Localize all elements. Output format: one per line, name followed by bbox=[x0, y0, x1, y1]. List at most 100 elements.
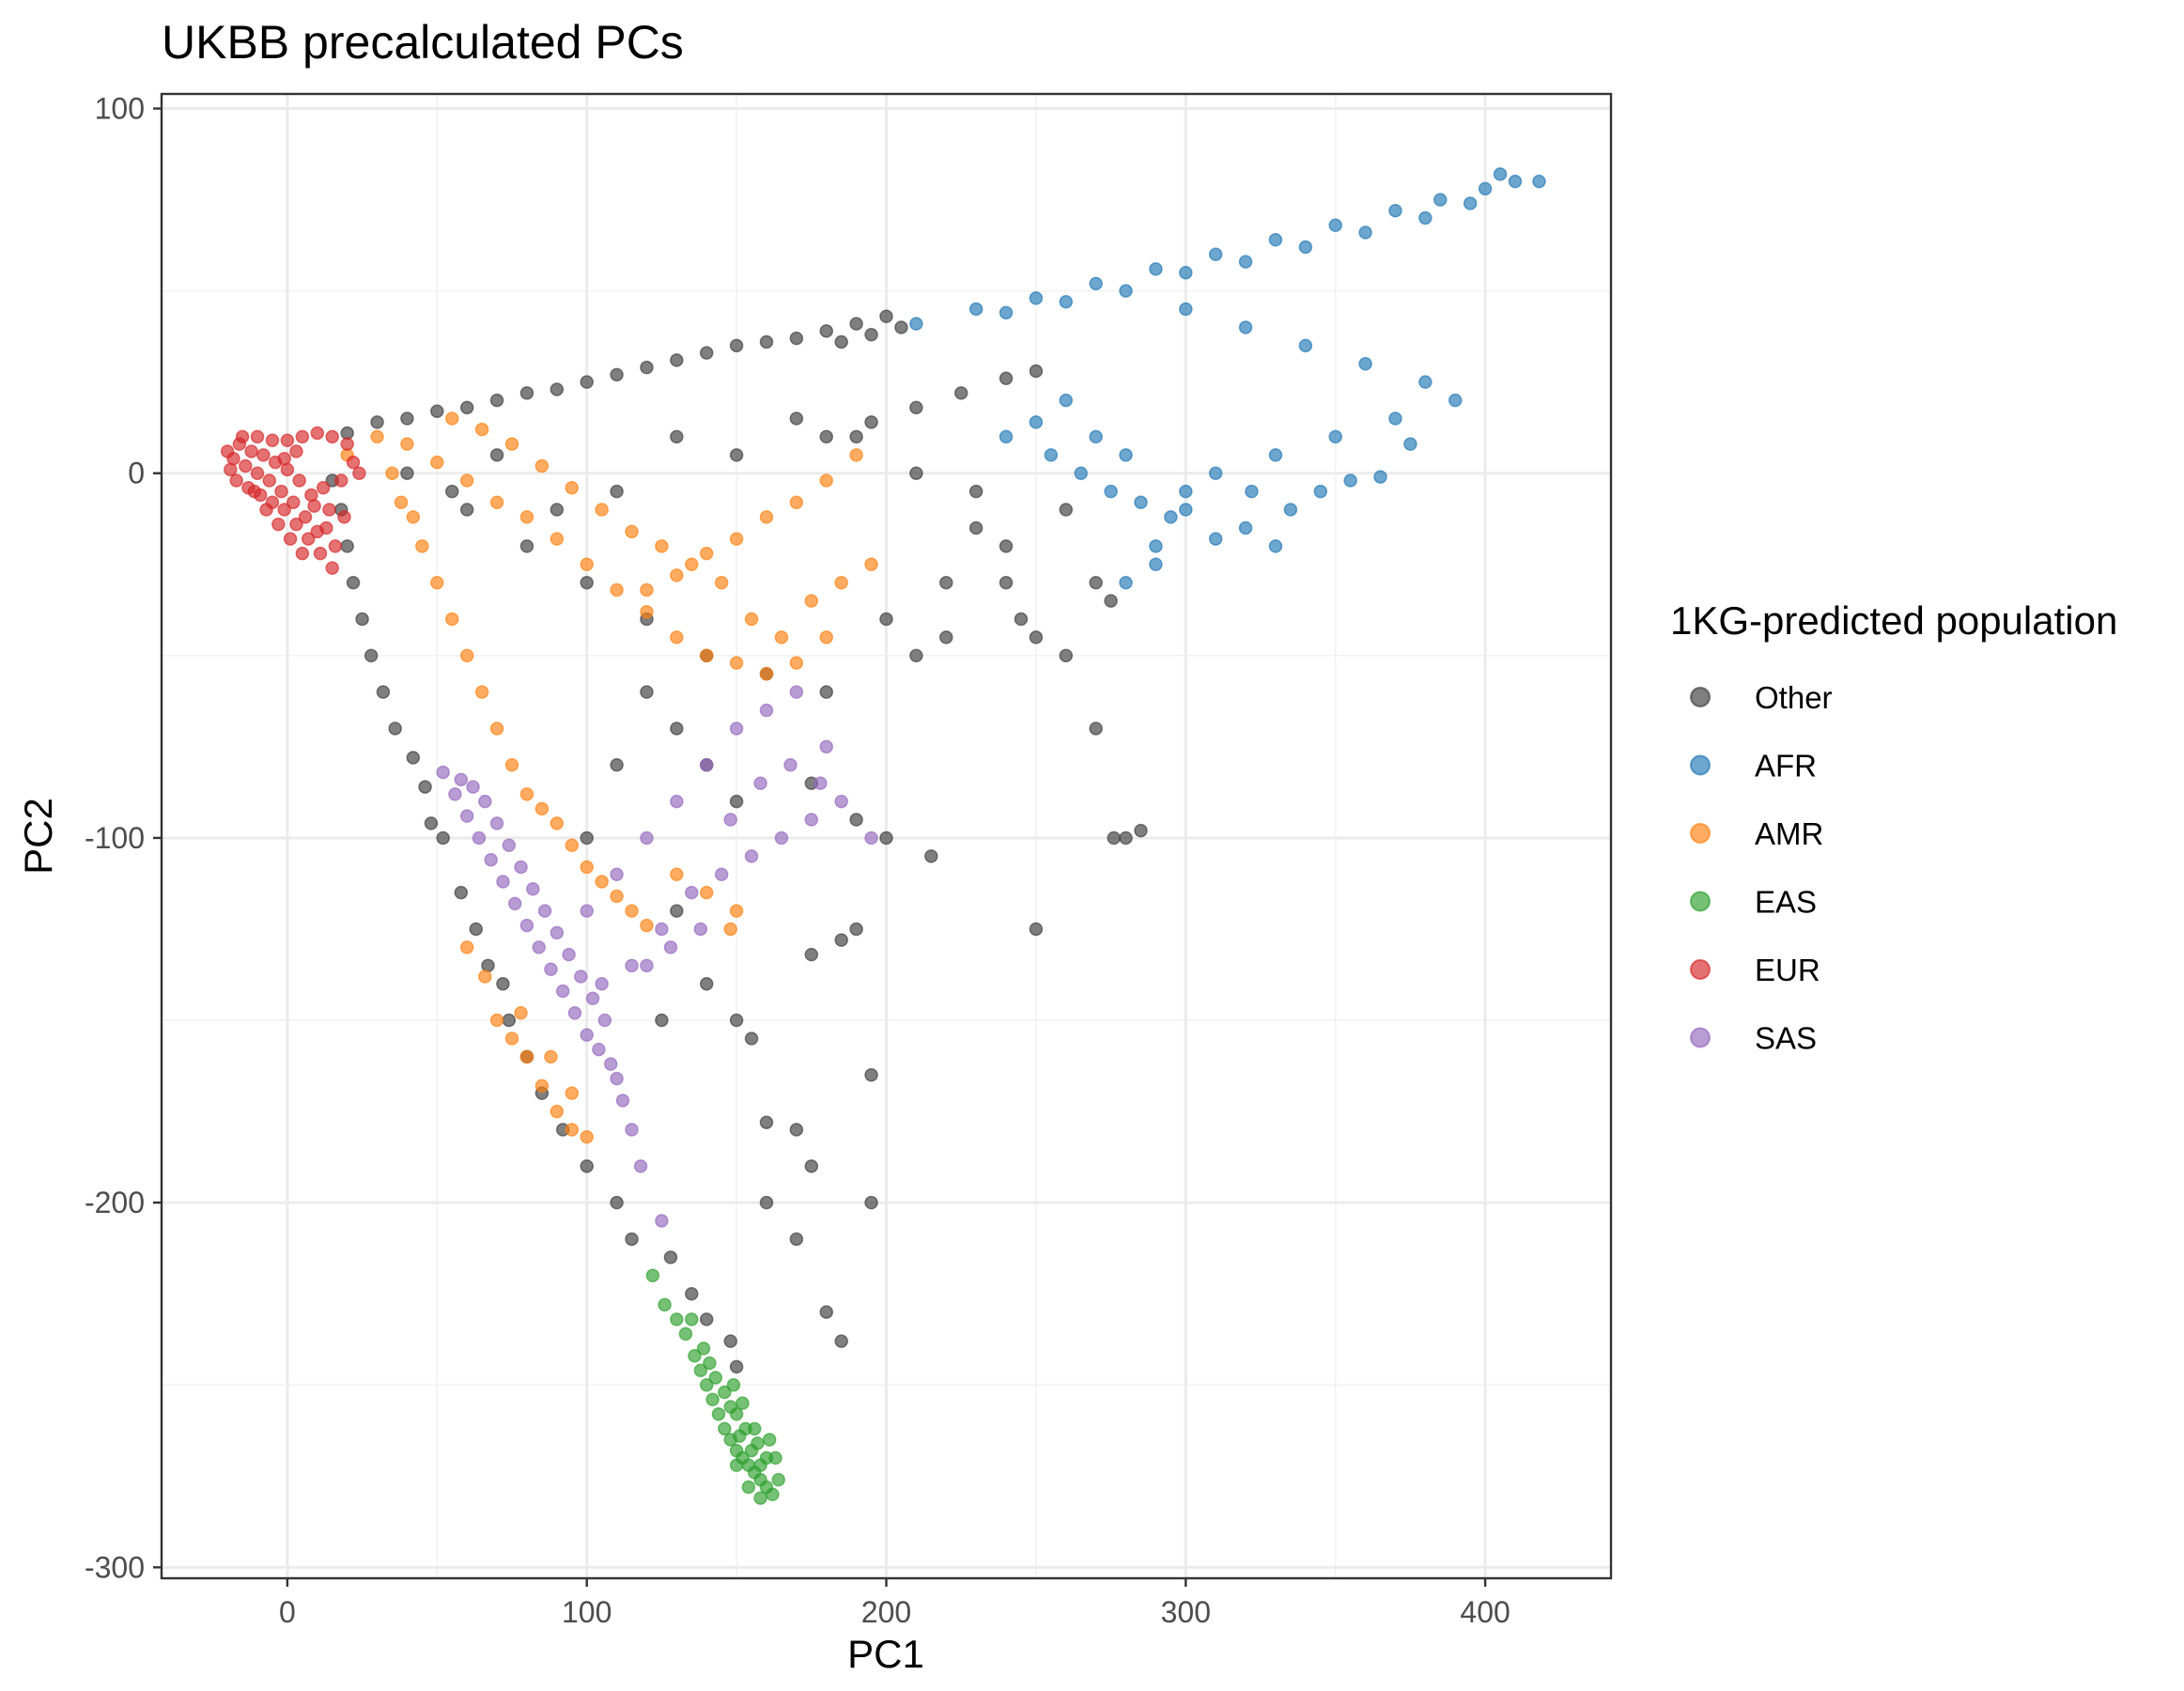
point-amr bbox=[565, 481, 580, 495]
point-other bbox=[550, 382, 565, 396]
point-eur bbox=[340, 437, 354, 451]
point-eur bbox=[298, 510, 313, 524]
point-sas bbox=[484, 852, 498, 867]
point-afr bbox=[1149, 557, 1163, 572]
point-eur bbox=[334, 473, 349, 488]
point-amr bbox=[580, 1130, 594, 1144]
point-afr bbox=[1403, 437, 1417, 451]
point-afr bbox=[999, 429, 1014, 444]
point-sas bbox=[864, 830, 878, 846]
point-eas bbox=[723, 1400, 737, 1414]
point-afr bbox=[1149, 539, 1163, 553]
point-other bbox=[999, 371, 1014, 386]
point-eur bbox=[328, 539, 343, 553]
point-other bbox=[864, 415, 878, 429]
point-afr bbox=[1029, 291, 1044, 305]
point-other bbox=[625, 1232, 639, 1247]
x-axis-title: PC1 bbox=[847, 1632, 924, 1676]
point-other bbox=[759, 334, 774, 349]
point-other bbox=[849, 429, 863, 444]
point-eur bbox=[295, 546, 310, 561]
point-sas bbox=[819, 739, 833, 754]
point-sas bbox=[640, 830, 654, 846]
point-sas bbox=[655, 922, 669, 937]
point-eur bbox=[287, 495, 301, 510]
point-sas bbox=[507, 896, 522, 911]
point-afr bbox=[1238, 520, 1253, 535]
point-other bbox=[999, 575, 1014, 590]
point-eur bbox=[316, 481, 331, 495]
point-afr bbox=[1268, 233, 1283, 247]
legend-label: AMR bbox=[1755, 816, 1823, 851]
series-eur bbox=[220, 426, 366, 575]
point-other bbox=[1029, 364, 1044, 379]
series-other bbox=[325, 309, 1148, 1374]
point-other bbox=[953, 386, 968, 400]
point-other bbox=[670, 904, 684, 918]
point-sas bbox=[537, 904, 552, 918]
point-eur bbox=[292, 473, 306, 488]
point-eur bbox=[301, 532, 316, 546]
point-other bbox=[1089, 575, 1103, 590]
point-amr bbox=[430, 455, 444, 470]
point-eas bbox=[762, 1433, 777, 1447]
point-afr bbox=[1179, 503, 1193, 517]
point-afr bbox=[968, 302, 984, 317]
legend-label: EUR bbox=[1755, 953, 1820, 987]
point-eas bbox=[733, 1429, 747, 1443]
point-eur bbox=[262, 473, 277, 488]
point-amr bbox=[789, 495, 804, 510]
x-tick-label: 400 bbox=[1460, 1595, 1510, 1629]
point-eas bbox=[729, 1458, 744, 1472]
point-amr bbox=[444, 411, 459, 426]
point-amr bbox=[580, 557, 594, 572]
point-sas bbox=[759, 703, 774, 718]
point-other bbox=[759, 1115, 774, 1129]
point-eas bbox=[705, 1392, 720, 1407]
point-other bbox=[454, 885, 469, 900]
legend-key-amr bbox=[1690, 823, 1711, 844]
point-eur bbox=[289, 517, 303, 532]
point-sas bbox=[753, 776, 767, 790]
point-eur bbox=[313, 546, 328, 561]
point-eas bbox=[753, 1491, 767, 1505]
point-afr bbox=[1238, 255, 1253, 269]
point-eas bbox=[688, 1348, 702, 1363]
point-amr bbox=[534, 458, 550, 473]
point-amr bbox=[640, 582, 654, 597]
point-other bbox=[729, 794, 744, 809]
point-amr bbox=[504, 437, 519, 451]
point-afr bbox=[1208, 532, 1223, 546]
point-sas bbox=[783, 758, 798, 772]
point-amr bbox=[550, 816, 565, 830]
point-sas bbox=[496, 875, 510, 889]
point-eur bbox=[319, 520, 333, 535]
point-amr bbox=[478, 970, 492, 984]
series-amr bbox=[340, 411, 878, 1144]
legend-key-other bbox=[1690, 687, 1711, 707]
point-eur bbox=[325, 429, 339, 444]
point-eas bbox=[685, 1312, 699, 1326]
point-eur bbox=[310, 426, 325, 441]
point-eas bbox=[670, 1312, 684, 1326]
point-amr bbox=[565, 1123, 580, 1137]
point-eas bbox=[744, 1443, 759, 1458]
point-other bbox=[436, 830, 450, 846]
point-afr bbox=[1433, 193, 1448, 207]
axes: 0 100 200 300 400 100 0 -100 -200 -300 bbox=[85, 92, 1510, 1629]
point-other bbox=[909, 648, 923, 663]
point-amr bbox=[394, 495, 409, 510]
point-other bbox=[1014, 612, 1029, 627]
point-afr bbox=[1164, 510, 1178, 524]
point-other bbox=[444, 484, 459, 499]
point-other bbox=[663, 1250, 678, 1264]
point-amr bbox=[474, 422, 489, 437]
point-other bbox=[804, 1159, 819, 1173]
point-sas bbox=[448, 787, 462, 801]
x-tick-label: 100 bbox=[562, 1595, 612, 1629]
point-afr bbox=[1208, 466, 1223, 480]
point-other bbox=[640, 360, 654, 375]
legend-label: Other bbox=[1755, 680, 1833, 715]
series-eas bbox=[645, 1268, 785, 1505]
point-amr bbox=[459, 648, 474, 663]
